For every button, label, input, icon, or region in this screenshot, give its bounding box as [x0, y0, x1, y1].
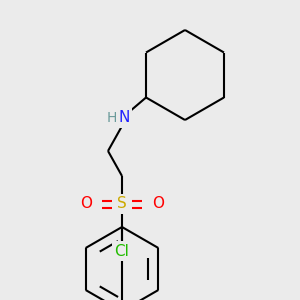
- Text: O: O: [152, 196, 164, 211]
- Text: H: H: [107, 111, 117, 125]
- Text: N: N: [118, 110, 130, 125]
- Text: S: S: [117, 196, 127, 211]
- Text: Cl: Cl: [115, 244, 129, 259]
- Text: O: O: [80, 196, 92, 211]
